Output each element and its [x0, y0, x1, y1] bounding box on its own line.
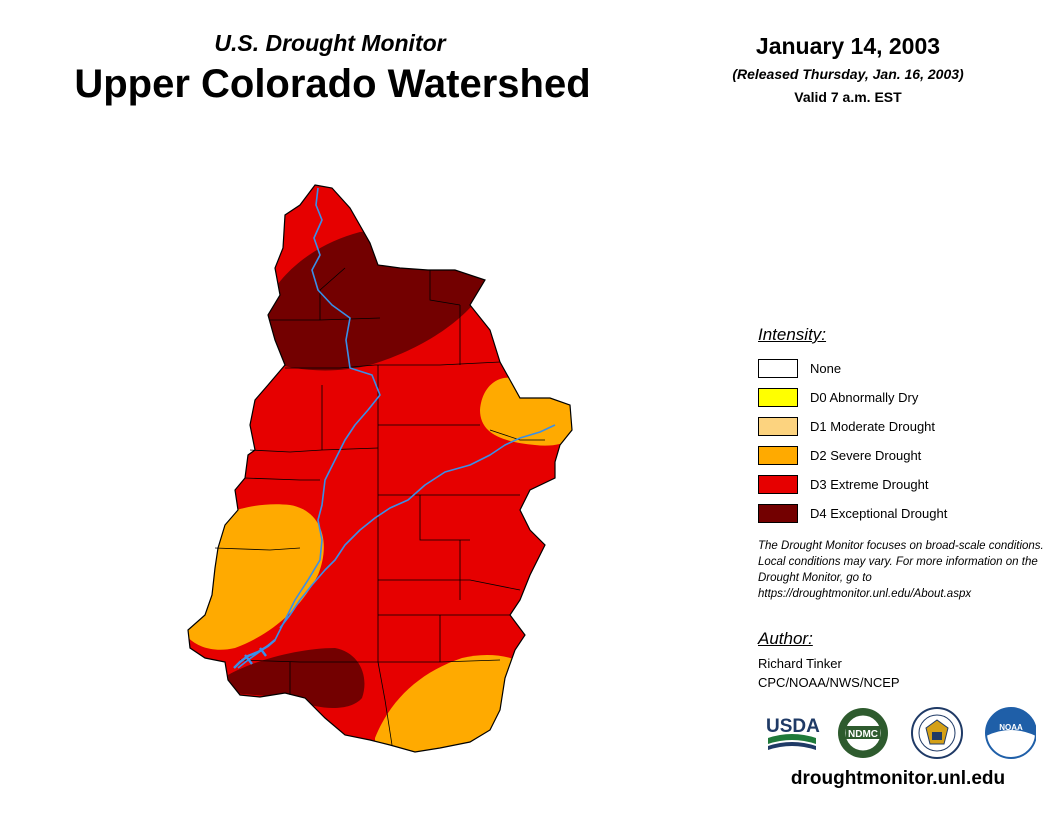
author-heading: Author: — [758, 629, 813, 648]
legend: None D0 Abnormally Dry D1 Moderate Drought… — [758, 354, 947, 528]
usda-logo-text: USDA — [766, 716, 820, 737]
legend-swatch — [758, 446, 798, 465]
site-url: droughtmonitor.unl.edu — [790, 768, 1006, 789]
legend-swatch — [758, 388, 798, 407]
legend-item: None — [758, 354, 947, 383]
lake-powell — [233, 639, 276, 669]
legend-heading: Intensity: — [758, 325, 827, 344]
legend-swatch — [758, 359, 798, 378]
agency-logos: USDA NDMC NOAA — [766, 707, 1036, 759]
valid-time: Valid 7 a.m. EST — [794, 89, 902, 105]
author-name: Richard Tinker — [758, 656, 842, 671]
monitor-note: The Drought Monitor focuses on broad-sca… — [758, 540, 1044, 600]
author-org: CPC/NOAA/NWS/NCEP — [758, 675, 900, 690]
county-boundaries — [214, 267, 545, 746]
colorado-river — [279, 424, 556, 629]
map-date: January 14, 2003 — [755, 33, 941, 59]
legend-item: D3 Extreme Drought — [758, 470, 947, 499]
rivers — [233, 187, 556, 669]
usda-logo: USDA — [766, 716, 820, 750]
basin-outline — [187, 184, 573, 753]
legend-item: D4 Exceptional Drought — [758, 499, 947, 528]
legend-item: D0 Abnormally Dry — [758, 383, 947, 412]
legend-swatch — [758, 475, 798, 494]
ndmc-logo-text: NDMC — [848, 729, 878, 740]
ndmc-logo: NDMC — [838, 708, 888, 758]
monitor-title: U.S. Drought Monitor — [214, 30, 446, 56]
drought-map — [187, 184, 573, 753]
legend-label: D2 Severe Drought — [810, 448, 922, 463]
legend-label: D0 Abnormally Dry — [810, 390, 919, 405]
legend-label: None — [810, 361, 842, 376]
green-river — [237, 187, 381, 669]
release-date: (Released Thursday, Jan. 16, 2003) — [732, 66, 964, 82]
legend-swatch — [758, 504, 798, 523]
legend-label: D1 Moderate Drought — [810, 419, 936, 434]
region-title: Upper Colorado Watershed — [74, 62, 591, 106]
legend-item: D1 Moderate Drought — [758, 412, 947, 441]
legend-swatch — [758, 417, 798, 436]
noaa-logo: NOAA — [985, 707, 1036, 759]
legend-label: D3 Extreme Drought — [810, 477, 929, 492]
noaa-logo-text: NOAA — [999, 723, 1023, 732]
doc-seal-logo — [911, 707, 963, 759]
exceptional-drought-south — [228, 648, 365, 708]
legend-label: D4 Exceptional Drought — [810, 506, 948, 521]
legend-item: D2 Severe Drought — [758, 441, 947, 470]
